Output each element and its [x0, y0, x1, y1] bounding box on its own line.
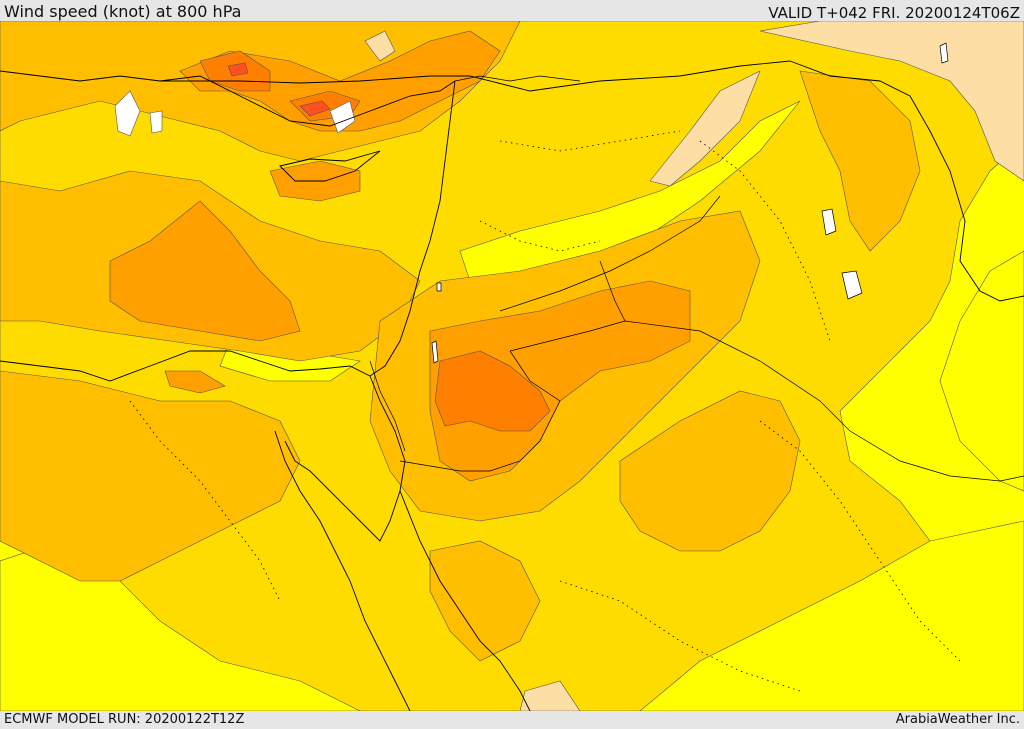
band-calm-white-2: [329, 100, 356, 134]
border-egypt-israel: [369, 360, 406, 452]
band-peak-1: [227, 62, 249, 77]
coast-sinai: [284, 375, 406, 542]
band-lowest-southeast: [639, 520, 1024, 711]
valid-time: VALID T+042 FRI. 20200124T06Z: [768, 4, 1020, 22]
band-calm-tan-mid: [649, 70, 761, 187]
coast-red-sea-west: [274, 430, 411, 711]
band-high-west: [109, 200, 301, 342]
band-mid-egypt: [0, 370, 301, 582]
header-bar: Wind speed (knot) at 800 hPa VALID T+042…: [0, 0, 1024, 22]
footer-bar: ECMWF MODEL RUN: 20200122T12Z ArabiaWeat…: [0, 711, 1024, 729]
band-calm-tan-se: [519, 680, 581, 711]
band-calm-tan-ne: [759, 21, 1024, 182]
border-syria-north: [454, 75, 581, 82]
band-calm-white-1: [114, 90, 141, 137]
band-higher-jordan: [434, 350, 551, 432]
dotted-syria: [479, 220, 601, 252]
band-high-sinai: [164, 370, 226, 394]
coast-black-sea: [160, 60, 791, 92]
wind-speed-map[interactable]: [0, 21, 1024, 711]
coastlines: [0, 60, 1024, 711]
credit: ArabiaWeather Inc.: [895, 712, 1020, 727]
band-calm-white-3: [149, 110, 163, 134]
lakes: [431, 42, 949, 364]
border-iraq-saudi: [624, 320, 1024, 482]
band-peak-2: [299, 100, 331, 117]
dotted-iraq: [699, 140, 831, 342]
band-mid-mesopotamia: [799, 70, 921, 252]
interior-boundaries: [129, 130, 961, 692]
lake-iraq-2: [841, 270, 863, 300]
coast-caspian-east: [789, 60, 1024, 302]
border-jordan-east: [509, 260, 626, 352]
lake-galilee: [436, 282, 442, 292]
border-jordan-saudi: [399, 350, 561, 472]
lake-iraq-1: [821, 208, 837, 236]
lake-dead-sea: [431, 340, 439, 364]
map-title: Wind speed (knot) at 800 hPa: [4, 2, 242, 21]
band-lowest-east: [939, 250, 1024, 492]
coast-egypt-north: [0, 350, 371, 382]
coast-turkey-south: [0, 70, 456, 127]
band-high-north: [179, 30, 501, 132]
lake-north-1: [939, 42, 949, 64]
band-mid-arabia: [619, 390, 801, 552]
border-saudi-jordan: [499, 195, 721, 312]
coast-cyprus: [279, 150, 381, 182]
coast-levant: [369, 80, 456, 377]
band-high-levant: [429, 280, 691, 482]
band-calm-tan-n: [364, 30, 396, 62]
band-mid-gulf: [429, 540, 541, 662]
model-run: ECMWF MODEL RUN: 20200122T12Z: [4, 712, 245, 727]
coast-red-sea-east: [399, 490, 531, 711]
borders: [369, 75, 1024, 482]
map-canvas: [0, 21, 1024, 711]
